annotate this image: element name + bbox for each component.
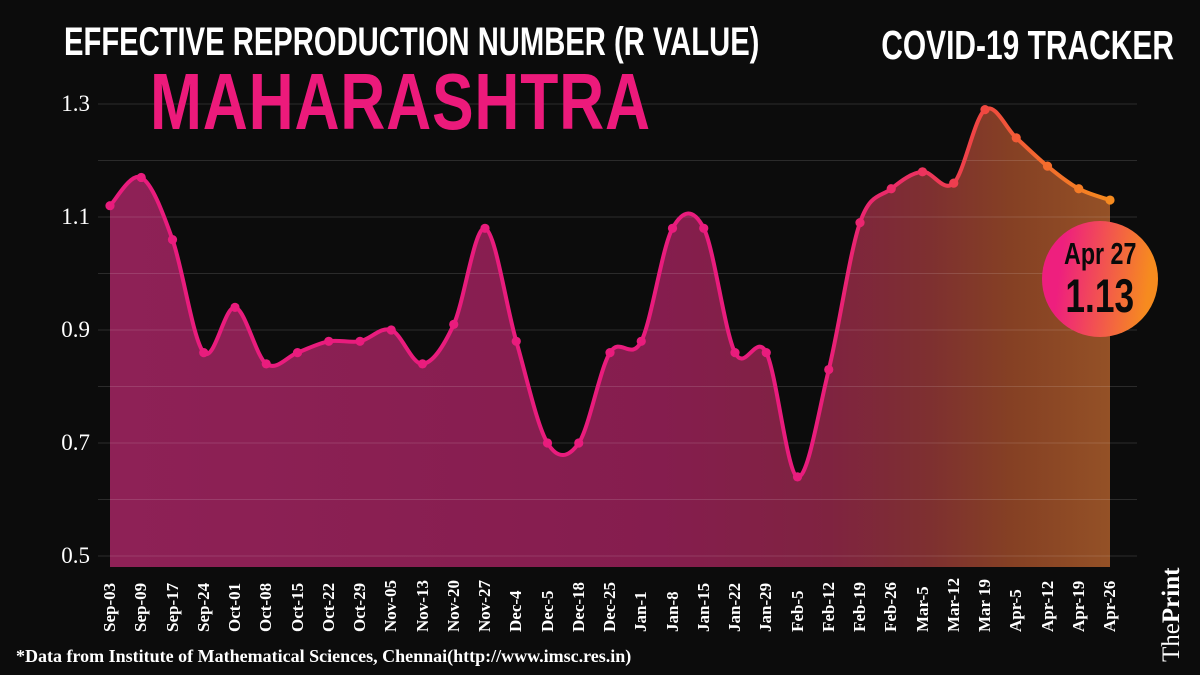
y-axis-label: 1.1 [61, 204, 90, 229]
data-point-marker [730, 348, 740, 358]
region-title: MAHARASHTRA [150, 62, 792, 142]
x-axis-label: Sep-24 [193, 582, 213, 632]
data-point-marker [167, 235, 178, 245]
data-point-marker [667, 223, 678, 233]
tracker-label-text: COVID-19 TRACKER [881, 22, 1174, 68]
x-axis-label: Feb-5 [787, 590, 807, 632]
x-axis-label: Jan-15 [693, 582, 713, 632]
theprint-logo-the: The [1158, 623, 1185, 662]
x-axis-label: Oct-29 [350, 582, 369, 632]
x-axis-label: Apr-5 [1006, 589, 1026, 632]
data-point-marker [230, 302, 240, 312]
x-axis-label: Dec-4 [506, 590, 526, 632]
x-axis-label: Sep-09 [131, 582, 151, 632]
data-point-marker [292, 348, 303, 358]
data-point-marker [886, 184, 896, 194]
data-point-marker [136, 172, 146, 183]
data-point-marker [636, 336, 646, 346]
data-point-marker [824, 364, 834, 375]
x-axis-label: Dec-18 [568, 581, 588, 632]
x-axis-label: Jan-29 [756, 582, 776, 632]
x-axis-label: Feb-19 [850, 581, 869, 632]
x-axis-label: Mar 19 [975, 578, 994, 632]
data-point-marker [574, 438, 584, 448]
x-axis-label: Jan-8 [662, 591, 682, 632]
x-axis-label: Jan-22 [725, 582, 744, 632]
data-point-marker [761, 348, 771, 358]
data-point-marker [699, 223, 709, 233]
theprint-logo: ThePrint [1158, 568, 1186, 662]
data-point-marker [324, 336, 334, 346]
data-point-marker [199, 348, 209, 358]
x-axis-label: Feb-26 [881, 581, 901, 632]
x-axis-label: Oct-15 [287, 582, 307, 632]
data-point-marker [1105, 195, 1115, 205]
data-point-marker [105, 201, 115, 211]
data-point-marker [480, 223, 490, 233]
chart-area-fill [110, 108, 1110, 568]
data-point-marker [605, 348, 615, 358]
x-axis-label: Nov-20 [443, 580, 463, 632]
data-point-marker [917, 167, 928, 177]
data-point-marker [1011, 133, 1021, 143]
theprint-logo-print: Print [1158, 567, 1185, 624]
x-axis-label: Apr-26 [1100, 580, 1119, 632]
x-axis-label: Oct-08 [256, 582, 276, 632]
x-axis-label: Apr-12 [1037, 580, 1057, 632]
data-point-marker [511, 336, 521, 346]
x-axis-label: Sep-03 [100, 582, 119, 632]
x-axis-label: Jan-1 [631, 591, 651, 632]
x-axis-label: Dec-25 [600, 581, 619, 632]
badge-value: 1.13 [1065, 269, 1135, 323]
source-note: *Data from Institute of Mathematical Sci… [16, 646, 632, 666]
x-axis-label: Nov-05 [381, 580, 401, 632]
x-axis-label: Nov-27 [475, 580, 494, 632]
x-axis-label: Sep-17 [162, 582, 182, 632]
data-point-marker [355, 336, 365, 346]
tracker-label: COVID-19 TRACKER [773, 25, 1174, 66]
y-axis-label: 1.3 [61, 91, 90, 116]
data-point-marker [449, 319, 459, 329]
x-axis-label: Oct-01 [225, 582, 244, 632]
y-axis-label: 0.5 [61, 543, 90, 568]
x-axis-label: Mar-5 [912, 586, 932, 632]
x-axis-label: Feb-12 [818, 581, 838, 632]
data-point-marker [417, 359, 428, 369]
x-axis-label: Nov-13 [412, 580, 432, 632]
data-point-marker [855, 218, 865, 228]
data-point-marker [949, 178, 959, 188]
y-axis-label: 0.9 [61, 317, 90, 342]
data-point-marker [386, 325, 396, 335]
data-point-marker [1042, 161, 1053, 171]
data-point-marker [792, 472, 803, 482]
x-axis-label: Mar-12 [943, 577, 963, 632]
badge-date: Apr 27 [1063, 236, 1137, 272]
region-title-text: MAHARASHTRA [150, 57, 651, 146]
data-point-marker [542, 438, 553, 448]
x-axis-label: Dec-5 [537, 590, 557, 632]
y-axis-label: 0.7 [61, 430, 90, 455]
data-point-marker [1074, 184, 1084, 194]
page-title: EFFECTIVE REPRODUCTION NUMBER (R VALUE) [64, 22, 1017, 62]
page-title-text: EFFECTIVE REPRODUCTION NUMBER (R VALUE) [64, 20, 760, 64]
x-axis-label: Oct-22 [318, 582, 338, 632]
latest-value-badge: Apr 27 1.13 [1042, 221, 1158, 337]
data-point-marker [261, 359, 271, 369]
x-axis-label: Apr-19 [1068, 580, 1088, 632]
data-point-marker [980, 105, 990, 115]
